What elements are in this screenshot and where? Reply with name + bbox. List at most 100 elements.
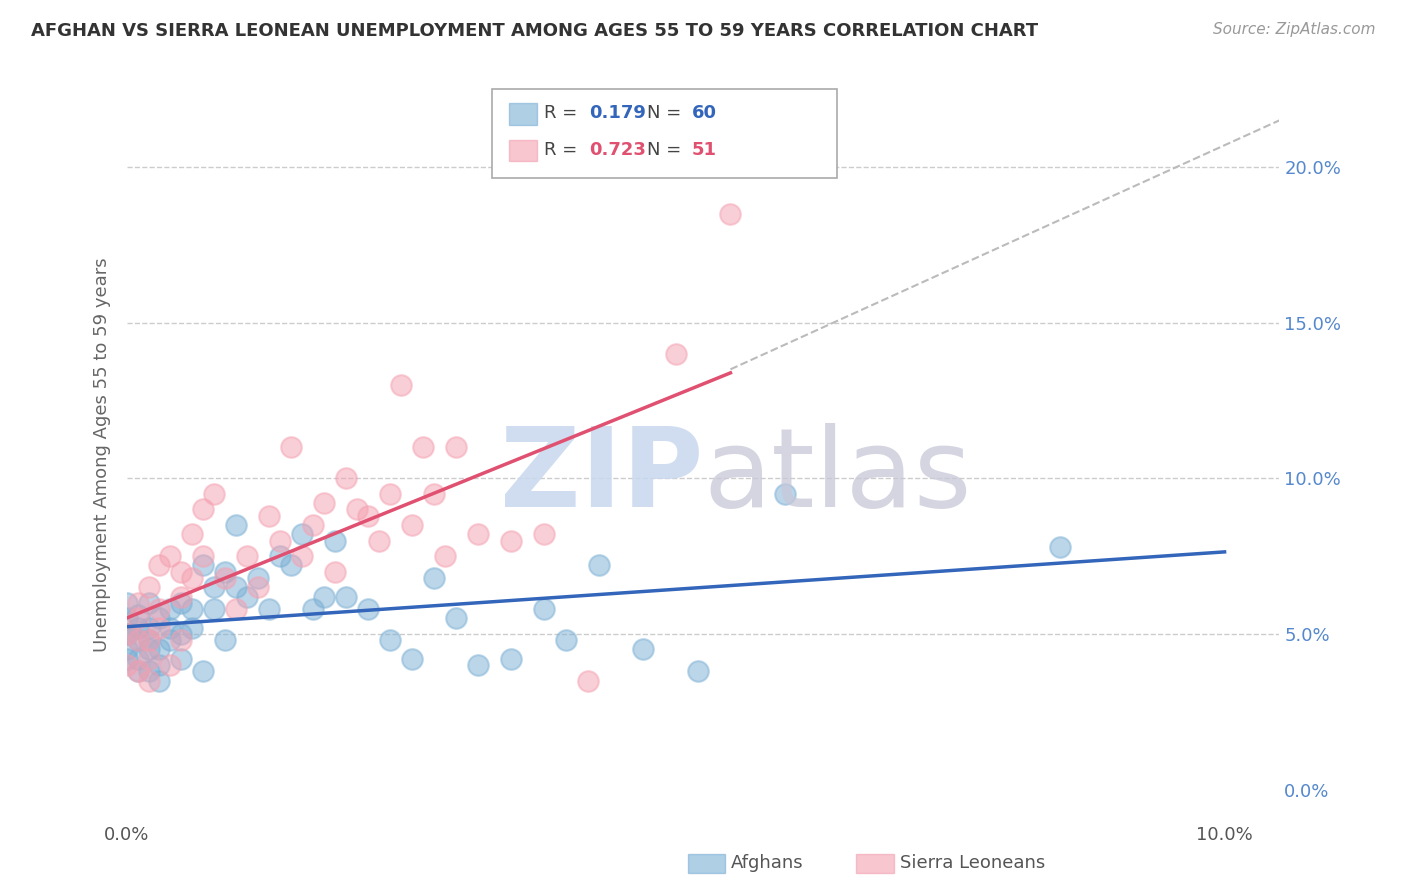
Point: [269, 549, 291, 563]
Text: ZIP: ZIP: [499, 424, 703, 531]
Point: [291, 527, 314, 541]
Point: [444, 611, 467, 625]
Point: [202, 602, 225, 616]
Point: [115, 627, 138, 641]
Point: [148, 621, 170, 635]
Point: [533, 602, 555, 616]
Point: [401, 518, 423, 533]
Text: Afghans: Afghans: [731, 855, 804, 872]
Point: [148, 673, 170, 688]
Point: [225, 602, 247, 616]
Point: [138, 652, 160, 666]
Point: [225, 580, 247, 594]
Point: [533, 527, 555, 541]
Point: [148, 602, 170, 616]
Point: [433, 549, 456, 563]
Text: R =: R =: [544, 141, 583, 159]
Point: [368, 533, 391, 548]
Point: [127, 608, 149, 623]
Point: [314, 590, 336, 604]
Point: [138, 665, 160, 679]
Text: Sierra Leoneans: Sierra Leoneans: [900, 855, 1045, 872]
Point: [236, 549, 259, 563]
Point: [159, 621, 181, 635]
Point: [247, 580, 270, 594]
Point: [127, 621, 149, 635]
Point: [115, 627, 138, 641]
Point: [775, 487, 797, 501]
Point: [181, 571, 204, 585]
Point: [302, 602, 325, 616]
Text: 60: 60: [692, 104, 717, 122]
Text: N =: N =: [647, 104, 686, 122]
Point: [138, 580, 160, 594]
Point: [357, 508, 380, 523]
Point: [202, 580, 225, 594]
Point: [202, 487, 225, 501]
Point: [259, 602, 281, 616]
Point: [335, 471, 357, 485]
Point: [314, 496, 336, 510]
Point: [280, 558, 302, 573]
Point: [554, 633, 576, 648]
Point: [631, 642, 654, 657]
Point: [127, 633, 149, 648]
Point: [127, 611, 149, 625]
Point: [423, 487, 446, 501]
Point: [401, 652, 423, 666]
Point: [259, 508, 281, 523]
Point: [127, 596, 149, 610]
Point: [1049, 540, 1071, 554]
Point: [193, 558, 215, 573]
Point: [444, 440, 467, 454]
Point: [499, 533, 522, 548]
Point: [138, 673, 160, 688]
Point: [181, 621, 204, 635]
Point: [720, 207, 742, 221]
Point: [378, 487, 401, 501]
Point: [170, 590, 193, 604]
Text: 51: 51: [692, 141, 717, 159]
Point: [499, 652, 522, 666]
Point: [115, 596, 138, 610]
Text: 0.179: 0.179: [589, 104, 645, 122]
Point: [686, 665, 709, 679]
Y-axis label: Unemployment Among Ages 55 to 59 years: Unemployment Among Ages 55 to 59 years: [93, 258, 111, 652]
Point: [138, 621, 160, 635]
Point: [280, 440, 302, 454]
Point: [323, 533, 346, 548]
Text: atlas: atlas: [703, 424, 972, 531]
Point: [159, 602, 181, 616]
Point: [138, 633, 160, 648]
Text: N =: N =: [647, 141, 686, 159]
Point: [378, 633, 401, 648]
Point: [148, 611, 170, 625]
Point: [138, 596, 160, 610]
Point: [346, 502, 368, 516]
Point: [576, 673, 599, 688]
Point: [423, 571, 446, 585]
Point: [170, 565, 193, 579]
Point: [127, 652, 149, 666]
Point: [170, 596, 193, 610]
Point: [115, 652, 138, 666]
Point: [389, 377, 412, 392]
Point: [193, 665, 215, 679]
Point: [269, 533, 291, 548]
Point: [291, 549, 314, 563]
Point: [214, 633, 236, 648]
Point: [302, 518, 325, 533]
Point: [138, 633, 160, 648]
Point: [159, 549, 181, 563]
Point: [127, 665, 149, 679]
Point: [236, 590, 259, 604]
Point: [127, 633, 149, 648]
Point: [181, 527, 204, 541]
Point: [181, 602, 204, 616]
Point: [170, 652, 193, 666]
Point: [335, 590, 357, 604]
Point: [225, 518, 247, 533]
Point: [247, 571, 270, 585]
Point: [127, 665, 149, 679]
Point: [214, 565, 236, 579]
